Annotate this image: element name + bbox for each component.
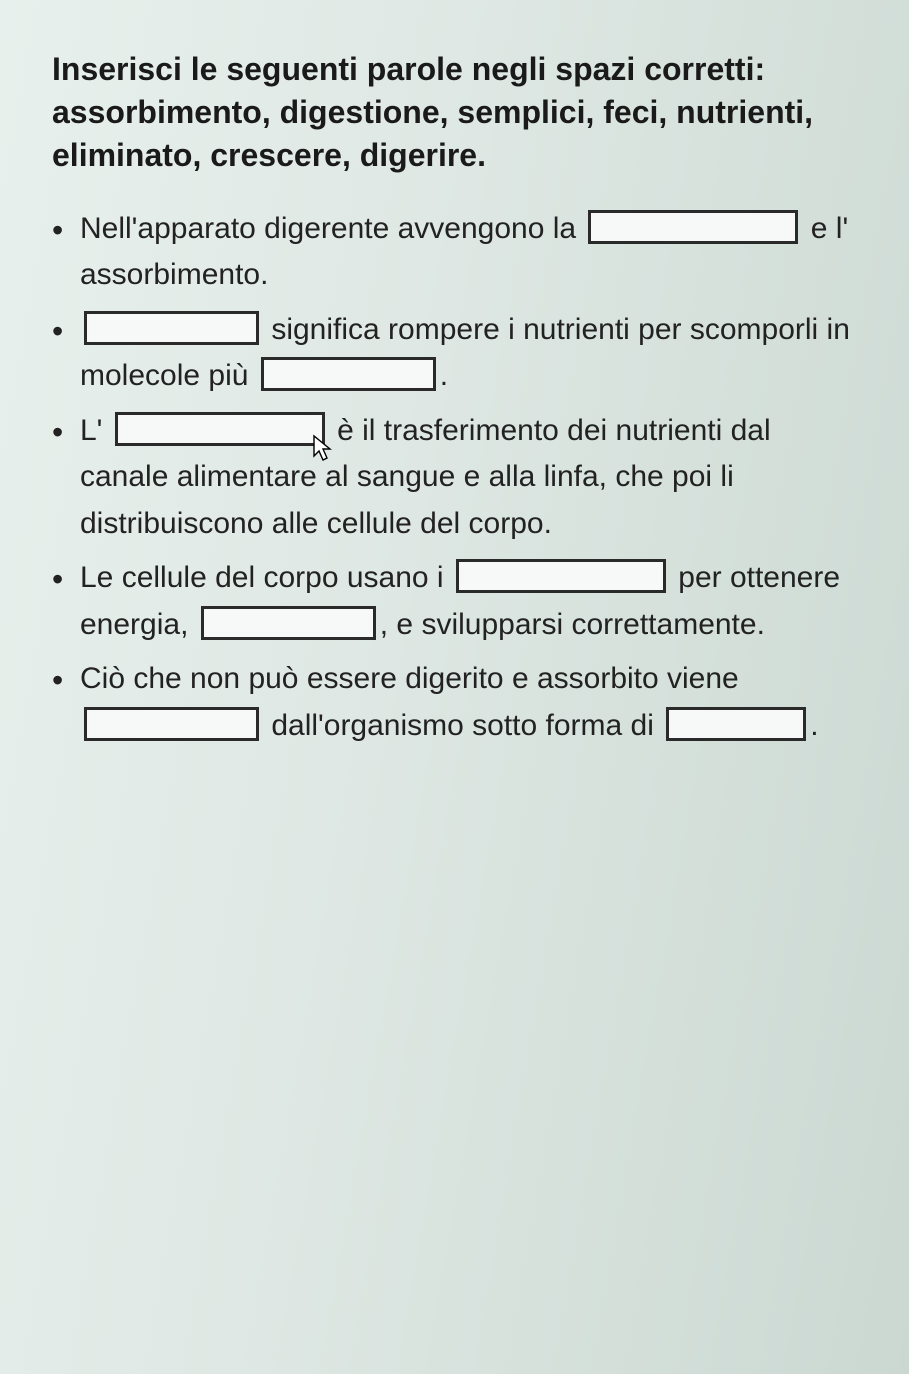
fill-blank-input[interactable] [261,357,436,391]
segment-text: , e svilupparsi correttamente. [380,608,765,641]
fill-blank-input[interactable] [115,412,325,446]
fill-blank-input[interactable] [84,707,259,741]
fill-blank-input[interactable] [588,210,798,244]
segment-text: . [810,709,818,742]
segment-text: L' [80,414,111,447]
instruction-text: Inserisci le seguenti parole negli spazi… [52,48,857,178]
segment-text: Nell'apparato digerente avvengono la [80,212,584,245]
fill-blank-input[interactable] [84,311,259,345]
segment-text: Ciò che non può essere digerito e assorb… [80,662,739,695]
list-item: Nell'apparato digerente avvengono la e l… [80,206,857,299]
exercise-list: Nell'apparato digerente avvengono la e l… [52,206,857,750]
fill-blank-input[interactable] [456,559,666,593]
list-item: Ciò che non può essere digerito e assorb… [80,656,857,749]
segment-text: dall'organismo sotto forma di [263,709,662,742]
segment-text: . [440,359,448,392]
fill-blank-input[interactable] [201,606,376,640]
list-item: Le cellule del corpo usano i per ottener… [80,555,857,648]
segment-text: Le cellule del corpo usano i [80,561,452,594]
list-item: L' è il trasferimento dei nutrienti dal … [80,408,857,548]
fill-blank-input[interactable] [666,707,806,741]
list-item: significa rompere i nutrienti per scompo… [80,307,857,400]
